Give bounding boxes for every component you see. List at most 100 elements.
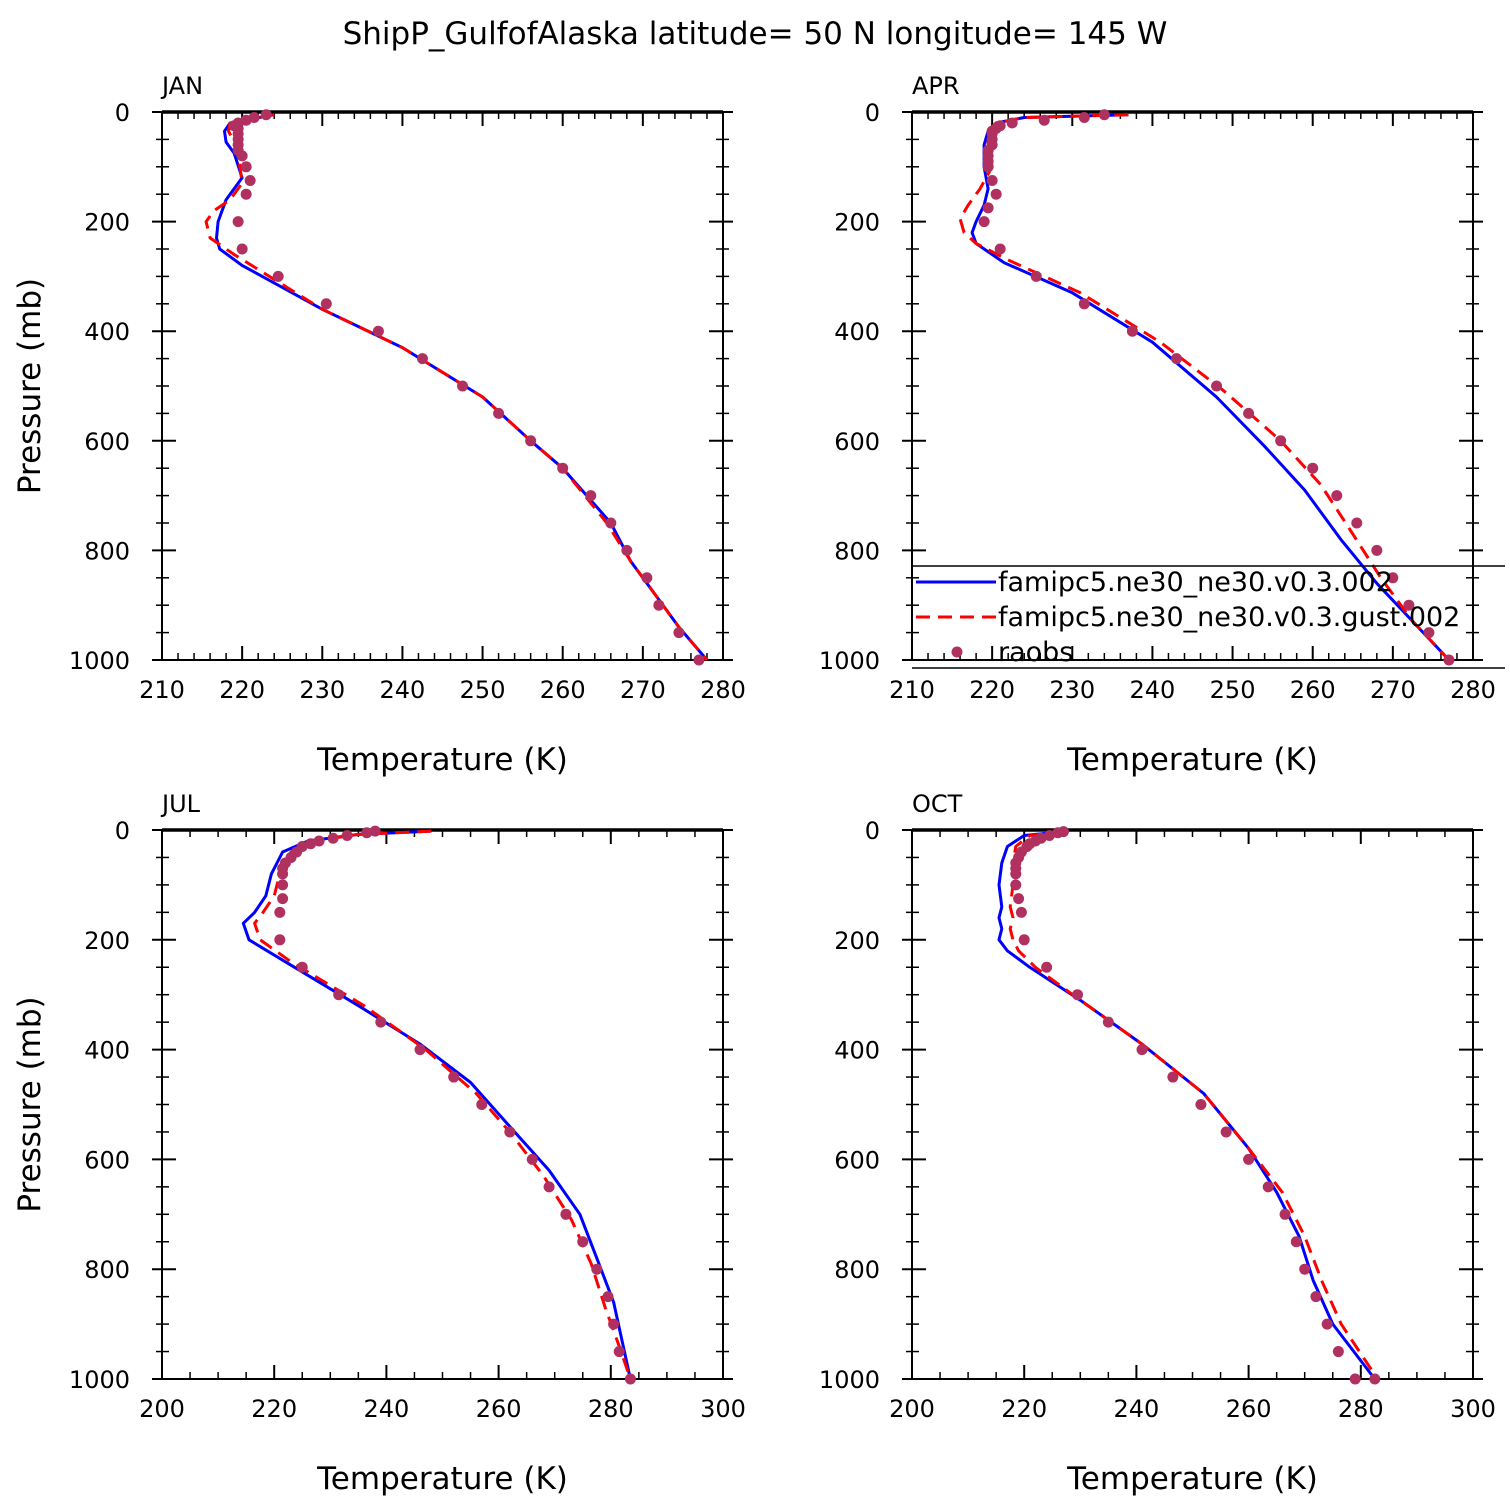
panel-label: APR [912,72,960,100]
raobs-point [1310,1291,1322,1303]
raobs-point [1078,111,1090,123]
raobs-point [621,544,633,556]
legend-swatch-dot [951,646,963,658]
model-profile-line [241,829,632,1380]
panel-jan: JAN 210 220 230 240 250 260 270 280 0 200 400 600 800… [12,72,746,778]
raobs-point [1443,654,1455,666]
y-tick-label: 400 [834,318,880,346]
raobs-point [605,517,617,529]
legend-entry: raobs [951,637,1073,668]
raobs-point [476,1099,488,1110]
gust-profile-line [204,113,709,661]
legend-label: raobs [998,637,1073,668]
y-tick-label: 800 [84,1256,130,1284]
raobs-point [982,161,994,173]
raobs-point [613,1346,625,1358]
panels: JAN 210 220 230 240 250 260 270 280 0 200 400 600 800… [12,72,1496,1497]
raobs-point [577,1236,589,1248]
raobs-point [240,188,252,200]
raobs-point [1052,827,1064,839]
raobs-point [591,1263,603,1275]
raobs-point [232,216,244,228]
panel-label: JUL [160,790,201,818]
y-tick-label: 400 [84,1037,130,1065]
legend-entry: famipc5.ne30_ne30.v0.3.002 [916,567,1393,598]
y-tick-label: 200 [84,209,130,237]
raobs-point [1030,270,1042,282]
raobs-point [641,572,653,584]
raobs-point [448,1071,460,1083]
series-model [241,829,632,1380]
raobs-point [585,490,597,502]
y-tick-label: 600 [834,428,880,456]
raobs-point [277,879,289,891]
raobs-point [274,934,286,946]
y-tick-label: 1000 [69,647,130,675]
x-tick-label: 260 [476,1395,522,1423]
raobs-point [414,1044,426,1056]
x-tick-label: 240 [380,676,426,704]
raobs-point [240,161,252,173]
raobs-point [994,243,1006,255]
raobs-point [296,961,308,973]
panel-oct: OCT 200 220 240 260 280 300 0 200 400 600 800 1000 Te… [819,790,1496,1497]
y-tick-label: 200 [834,927,880,955]
y-axis-label: Pressure (mb) [12,996,48,1212]
raobs-point [1371,544,1383,556]
raobs-point [260,109,272,121]
x-tick-label: 200 [139,1395,185,1423]
raobs-point [557,462,569,474]
figure-title: ShipP_GulfofAlaska latitude= 50 N longit… [343,16,1168,52]
raobs-point [277,893,289,905]
x-tick-label: 250 [460,676,506,704]
series-gust [1008,830,1379,1380]
x-tick-label: 230 [299,676,345,704]
legend-label: famipc5.ne30_ne30.v0.3.gust.002 [998,602,1460,633]
raobs-point [277,868,289,880]
raobs-point [1387,572,1399,584]
raobs-point [1038,114,1050,126]
y-tick-label: 600 [834,1146,880,1174]
x-tick-label: 280 [700,676,746,704]
raobs-point [1349,1373,1361,1385]
y-tick-label: 200 [834,209,880,237]
series-gust [204,113,709,661]
raobs-point [986,175,998,186]
y-tick-label: 1000 [819,1366,880,1394]
raobs-point [305,838,317,850]
series-obs [1010,826,1381,1385]
panel-jul: JUL 200 220 240 260 280 300 0 200 400 600 800 1000 Te… [12,790,746,1497]
y-tick-label: 800 [84,537,130,565]
raobs-point [1211,380,1223,392]
raobs-point [1279,1208,1291,1220]
raobs-point [624,1373,636,1385]
series-gust [958,113,1451,662]
legend-label: famipc5.ne30_ne30.v0.3.002 [998,567,1393,598]
raobs-point [1071,989,1083,1001]
x-tick-label: 220 [969,676,1015,704]
y-tick-label: 400 [834,1037,880,1065]
raobs-point [327,832,339,844]
x-tick-label: 210 [139,676,185,704]
raobs-point [236,243,248,255]
series-obs [978,109,1455,666]
raobs-point [1136,1044,1148,1056]
raobs-point [982,202,994,214]
raobs-point [372,325,384,337]
y-tick-label: 600 [84,1146,130,1174]
x-tick-label: 240 [363,1395,409,1423]
y-tick-label: 1000 [819,647,880,675]
raobs-point [1041,961,1053,973]
raobs-point [560,1208,572,1220]
raobs-point [1299,1263,1311,1275]
raobs-point [1332,1346,1344,1358]
raobs-point [602,1291,614,1303]
raobs-point [1307,462,1319,474]
series-gust [253,829,632,1380]
gust-profile-line [1008,830,1379,1380]
raobs-point [1403,599,1415,611]
raobs-point [673,627,685,639]
raobs-point [1018,934,1030,946]
raobs-point [1013,893,1025,905]
